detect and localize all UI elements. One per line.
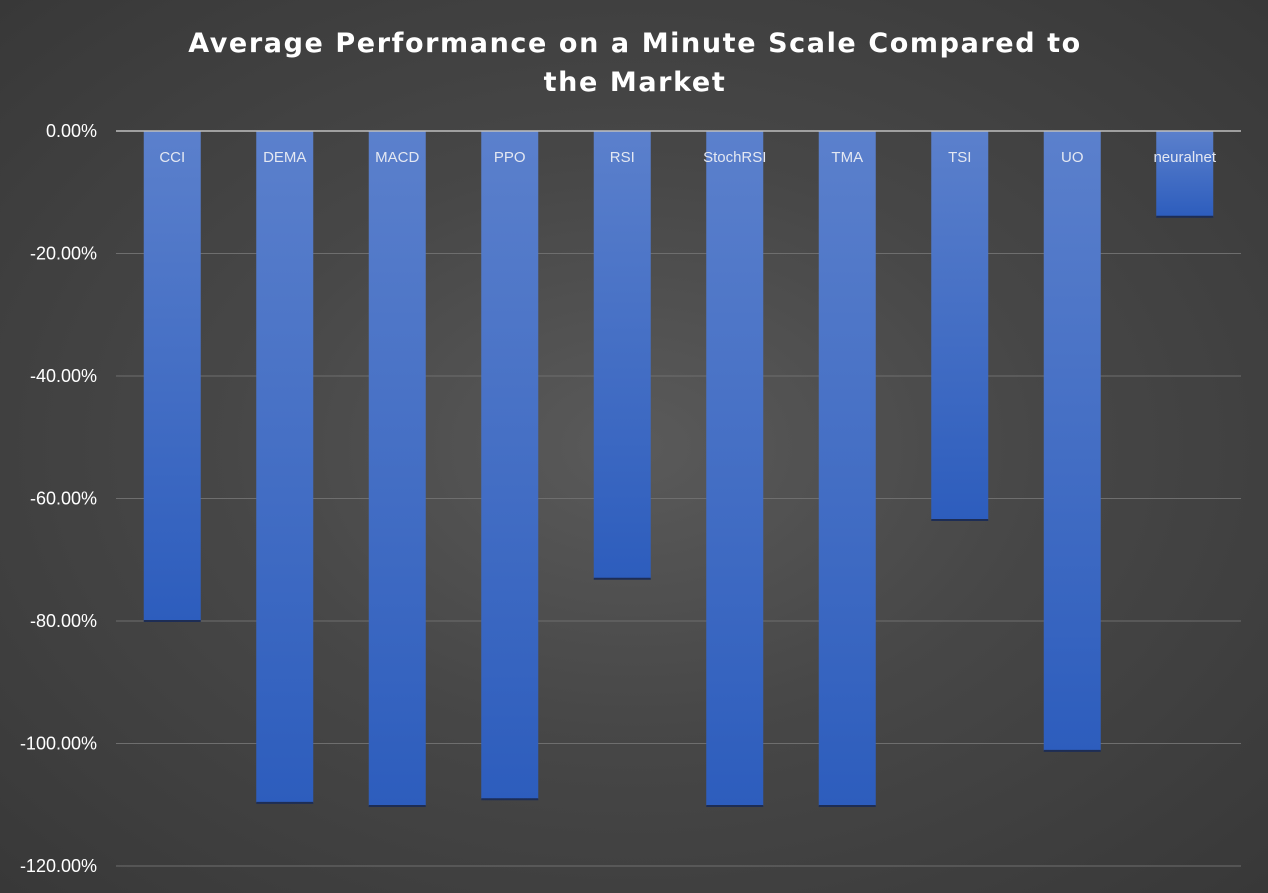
bar-stochrsi [706, 131, 764, 806]
y-tick-label: -40.00% [30, 366, 97, 386]
category-label-rsi: RSI [610, 149, 635, 166]
y-tick-label: -60.00% [30, 489, 97, 509]
category-label-tsi: TSI [948, 149, 971, 166]
bar-tsi [931, 131, 989, 520]
bar-dema [256, 131, 314, 803]
bar-ppo [481, 131, 539, 800]
category-label-stochrsi: StochRSI [703, 149, 766, 166]
bar-cci [143, 131, 201, 621]
category-label-dema: DEMA [263, 149, 306, 166]
category-label-tma: TMA [831, 149, 863, 166]
category-label-ppo: PPO [494, 149, 526, 166]
category-label-uo: UO [1061, 149, 1084, 166]
y-tick-label: -20.00% [30, 244, 97, 264]
y-tick-label: 0.00% [46, 121, 97, 141]
y-tick-label: -80.00% [30, 611, 97, 631]
category-label-cci: CCI [159, 149, 185, 166]
bar-uo [1043, 131, 1101, 751]
category-labels: CCI DEMA MACD PPO RSI StochRSI TMA TSI UO neuraln… [159, 149, 1217, 166]
y-axis-tick-labels: 0.00% -20.00% -40.00% -60.00% -80.00% -100.00… [20, 121, 97, 876]
category-label-macd: MACD [375, 149, 419, 166]
bar-macd [368, 131, 426, 806]
bars [143, 131, 1214, 807]
bar-rsi [593, 131, 651, 579]
y-tick-label: -100.00% [20, 734, 97, 754]
y-tick-label: -120.00% [20, 856, 97, 876]
category-label-neuralnet: neuralnet [1153, 149, 1216, 166]
chart-title: Average Performance on a Minute Scale Co… [188, 28, 1082, 98]
bar-neuralnet [1156, 131, 1214, 217]
bar-tma [818, 131, 876, 806]
